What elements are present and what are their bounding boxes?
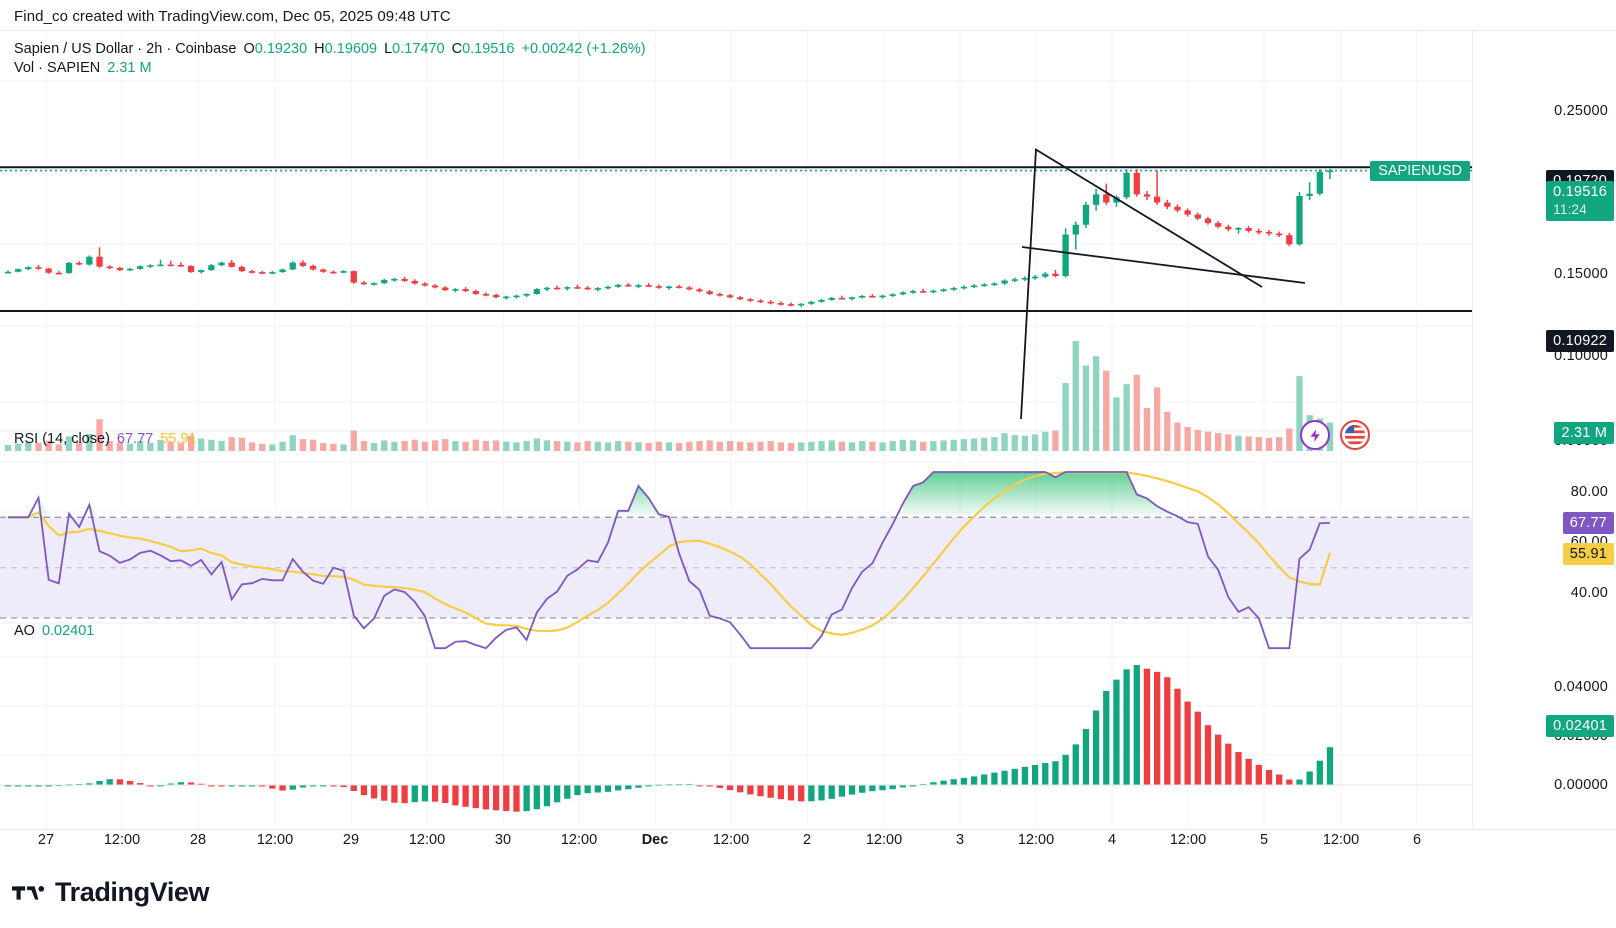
rsi-band [0, 516, 1472, 619]
price-axis-tick: 0.15000 [1554, 266, 1608, 282]
rsi-value-badge: 55.91 [1562, 543, 1614, 565]
ao-axis-tick: 0.04000 [1554, 679, 1608, 695]
time-axis-label: 6 [1412, 832, 1422, 848]
tradingview-footer-logo: TradingView [12, 877, 210, 908]
time-axis-label: 12:00 [1322, 832, 1360, 848]
volume-legend-value: 2.31 M [107, 60, 152, 76]
legend-open-label: O [243, 41, 255, 57]
rsi-legend[interactable]: RSI (14, close) 67.77 55.91 [14, 431, 197, 447]
value-scale[interactable]: 0.250000.150000.100000.197200.109220.000… [1472, 31, 1616, 831]
horizontal-price-lines [0, 166, 1472, 312]
time-axis-label: 12:00 [256, 832, 294, 848]
tradingview-wordmark: TradingView [55, 877, 210, 907]
time-axis-label: 27 [37, 832, 55, 848]
price-axis-tick: 0.25000 [1554, 103, 1608, 119]
rsi-axis-tick: 80.00 [1570, 484, 1608, 500]
tradingview-mark-icon [12, 885, 45, 900]
legend-open-value: 0.19230 [254, 41, 308, 57]
rsi-axis-tick: 40.00 [1570, 585, 1608, 601]
legend-low-label: L [384, 41, 393, 57]
time-axis-label: 12:00 [712, 832, 750, 848]
time-axis-label: 12:00 [1169, 832, 1207, 848]
rsi-legend-title: RSI (14, close) [14, 431, 110, 447]
ao-legend-value: 0.02401 [41, 623, 95, 639]
ao-histogram [0, 665, 1472, 812]
time-axis-label: 29 [342, 832, 360, 848]
legend-high-value: 0.19609 [324, 41, 378, 57]
time-axis-label: Dec [641, 832, 669, 848]
time-axis-label: 3 [955, 832, 965, 848]
time-axis-label: 30 [494, 832, 512, 848]
time-scale[interactable]: 27 12:00 28 12:00 29 12:00 30 12:00 Dec 12:00 2 12:… [0, 830, 1616, 860]
rsi-ma-legend-value: 55.91 [160, 431, 197, 447]
time-axis-label: 12:00 [865, 832, 903, 848]
attribution-text: Find_co created with TradingView.com, De… [14, 8, 451, 25]
lightning-bolt-icon[interactable] [1300, 420, 1330, 450]
rsi-lines [8, 471, 1332, 650]
symbol-price-line-tag: SAPIENUSD [1370, 160, 1470, 181]
rsi-legend-value: 67.77 [116, 431, 154, 447]
legend-exchange: Coinbase [175, 41, 237, 57]
ao-axis-tick: 0.00000 [1554, 777, 1608, 793]
time-axis-label: 12:00 [103, 832, 141, 848]
rsi-value-badge: 67.77 [1562, 512, 1614, 534]
time-axis-label: 12:00 [1017, 832, 1055, 848]
ao-legend[interactable]: AO 0.02401 [14, 623, 94, 639]
chart-plot-area[interactable] [0, 31, 1472, 831]
time-axis-label: 12:00 [408, 832, 446, 848]
legend-high-label: H [314, 41, 325, 57]
legend-close-value: 0.19516 [462, 41, 515, 57]
time-axis-label: 4 [1107, 832, 1117, 848]
legend-interval: 2h [146, 41, 163, 57]
volume-bars [4, 341, 1334, 451]
ao-legend-title: AO [14, 623, 35, 639]
bar-countdown: 11:24 [1553, 202, 1587, 217]
volume-legend[interactable]: Vol · SAPIEN 2.31 M [14, 60, 152, 76]
legend-low-value: 0.17470 [392, 41, 445, 57]
chart-frame: 0.250000.150000.100000.197200.109220.000… [0, 30, 1616, 831]
legend-sep-1: · [133, 41, 147, 57]
trendline-drawings [1020, 148, 1306, 420]
legend-sep-2: · [162, 41, 176, 57]
ao-value-badge: 0.02401 [1546, 715, 1614, 737]
volume-legend-title: Vol · SAPIEN [14, 60, 101, 76]
us-flag-icon[interactable] [1340, 420, 1370, 450]
current-price-badge: 0.19516 11:24 [1546, 181, 1614, 221]
chart-canvas [0, 31, 1472, 831]
price-axis-tick: 0.10000 [1554, 348, 1608, 364]
time-axis-label: 5 [1259, 832, 1269, 848]
legend-change: +0.00242 (+1.26%) [521, 41, 646, 57]
time-axis-label: 12:00 [560, 832, 598, 848]
grid-lines [0, 31, 1472, 831]
legend-symbol: Sapien / US Dollar [14, 41, 134, 57]
time-axis-label: 28 [189, 832, 207, 848]
main-series-legend[interactable]: Sapien / US Dollar · 2h · Coinbase O0.192… [14, 41, 646, 57]
volume-value-badge: 2.31 M [1554, 422, 1614, 444]
price-level-badge: 0.10922 [1546, 330, 1614, 352]
legend-close-label: C [451, 41, 463, 57]
current-price-value: 0.19516 [1553, 184, 1607, 200]
candlesticks [4, 169, 1334, 308]
time-axis-label: 2 [802, 832, 812, 848]
